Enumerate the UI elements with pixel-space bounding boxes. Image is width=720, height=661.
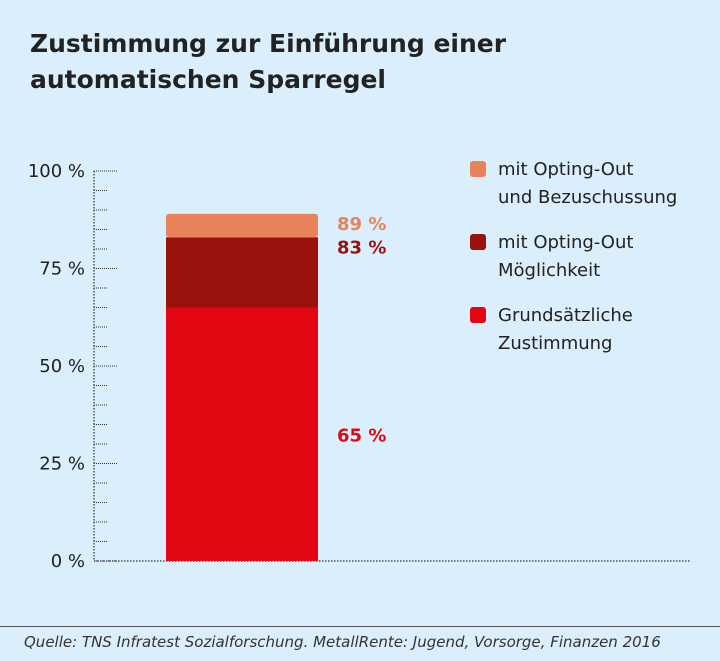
y-tick-label: 75 % — [39, 259, 85, 280]
bar-segment-2 — [166, 237, 318, 308]
legend-item-opting-out-bezuschussung: mit Opting-Out und Bezuschussung — [470, 156, 715, 212]
legend-label: Möglichkeit — [498, 260, 601, 281]
stacked-bar-chart: 0 % 25 % 50 % 75 % 100 % 65 % 83 %89 % — [28, 161, 690, 572]
bar-segment-3 — [166, 213, 318, 238]
legend-swatch-opting-out-bezuschussung — [470, 161, 486, 177]
legend-label: Grundsätzliche — [498, 305, 633, 326]
legend-label: mit Opting-Out — [498, 232, 634, 253]
y-tick-label: 25 % — [39, 454, 85, 475]
source-note: Quelle: TNS Infratest Sozialforschung. M… — [24, 633, 661, 651]
title-line-2: automatischen Sparregel — [30, 65, 386, 94]
data-label-3: 89 % — [337, 214, 386, 235]
data-label-1: 65 % — [337, 425, 386, 446]
legend-swatch-opting-out-moeglichkeit — [470, 234, 486, 250]
legend-label: mit Opting-Out — [498, 159, 634, 180]
bar-segment-1 — [166, 307, 318, 561]
y-tick-label: 50 % — [39, 356, 85, 377]
title-line-1: Zustimmung zur Einführung einer — [30, 29, 507, 58]
y-tick-label: 0 % — [51, 551, 85, 572]
y-tick-label: 100 % — [28, 161, 85, 182]
legend-label: und Bezuschussung — [498, 187, 678, 208]
legend-label: Zustimmung — [498, 333, 613, 354]
source-divider — [0, 626, 720, 627]
legend-item-opting-out-moeglichkeit: mit Opting-Out Möglichkeit — [470, 229, 715, 285]
legend-swatch-grundsaetzlich — [470, 307, 486, 323]
chart-title: Zustimmung zur Einführung einer automati… — [30, 26, 690, 98]
legend-item-grundsaetzlich: Grundsätzliche Zustimmung — [470, 302, 715, 358]
legend: mit Opting-Out und Bezuschussung mit Opt… — [470, 156, 715, 375]
data-label-2: 83 % — [337, 237, 386, 258]
